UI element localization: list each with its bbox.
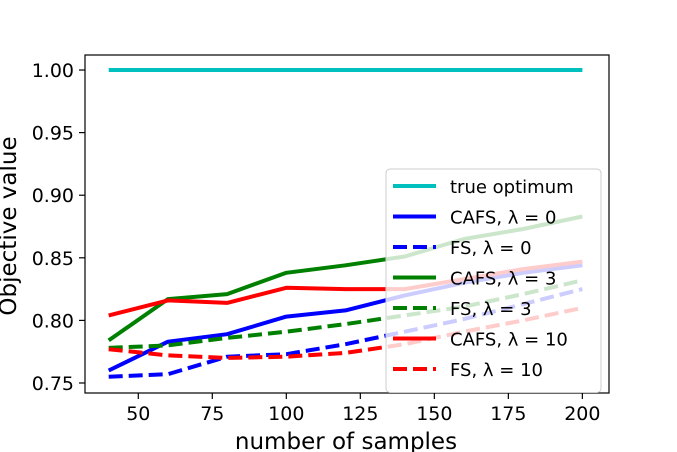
y-tick-label: 0.85 <box>32 248 74 270</box>
axis-ticks: 50 75 100 125 150 175 200 0.75 0.80 0.85 0.90 0.95 1… <box>32 60 601 425</box>
y-tick-label: 1.00 <box>32 60 74 82</box>
x-tick-label: 75 <box>200 403 224 425</box>
x-tick-label: 150 <box>416 403 452 425</box>
legend-box <box>385 168 602 393</box>
legend-label-4: FS, λ = 3 <box>450 299 532 320</box>
y-tick-label: 0.90 <box>32 185 74 207</box>
legend-label-6: FS, λ = 10 <box>450 360 543 381</box>
x-tick-label: 175 <box>490 403 526 425</box>
y-tick-label: 0.75 <box>32 373 74 395</box>
y-tick-label: 0.95 <box>32 123 74 145</box>
legend: true optimum CAFS, λ = 0 FS, λ = 0 CAFS, λ … <box>385 168 602 393</box>
legend-label-1: CAFS, λ = 0 <box>450 208 556 229</box>
x-axis-title: number of samples <box>235 429 457 452</box>
y-axis-title: Objective value <box>0 136 22 315</box>
legend-label-5: CAFS, λ = 10 <box>450 330 568 351</box>
x-tick-label: 100 <box>268 403 304 425</box>
legend-label-0: true optimum <box>450 177 574 198</box>
plot-frame <box>84 54 610 394</box>
x-tick-label: 50 <box>126 403 150 425</box>
legend-label-2: FS, λ = 0 <box>450 238 532 259</box>
y-tick-label: 0.80 <box>32 310 74 332</box>
x-tick-label: 125 <box>342 403 378 425</box>
legend-label-3: CAFS, λ = 3 <box>450 269 556 290</box>
x-tick-label: 200 <box>564 403 600 425</box>
